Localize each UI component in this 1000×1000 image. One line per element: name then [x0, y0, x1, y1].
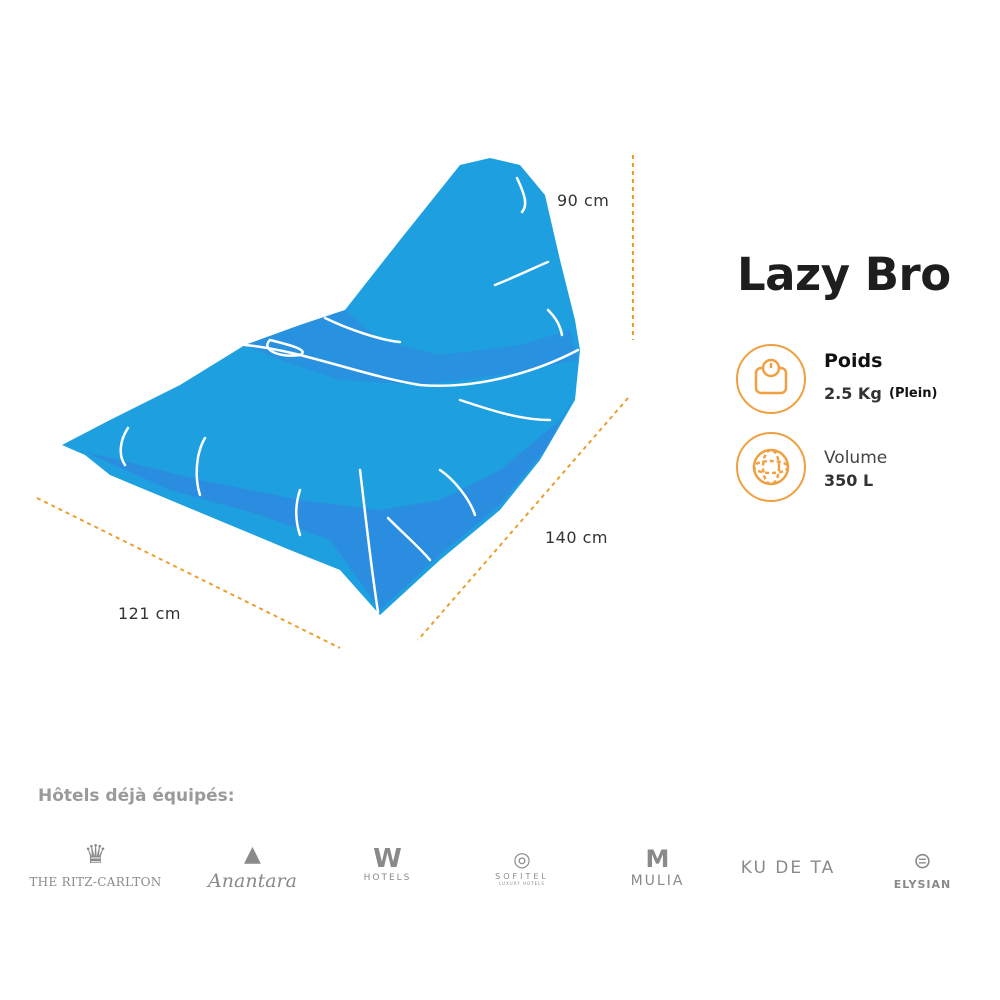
dimension-lines	[36, 155, 634, 649]
volume-value: 350 L	[824, 471, 874, 490]
volume-label: Volume	[824, 448, 888, 468]
mulia-emblem-icon: M	[645, 845, 670, 873]
weight-value: 2.5 Kg	[824, 384, 882, 403]
globe-icon	[736, 432, 806, 502]
ku-de-ta-logo: KU DE TA	[740, 858, 836, 878]
anantara-logo: ▲ Anantara	[195, 840, 310, 892]
weight-note: (Plein)	[889, 386, 938, 401]
lion-crest-icon: ♛	[83, 840, 108, 870]
length-dimension-line	[417, 397, 629, 641]
beanbag-seam-lines	[119, 176, 580, 614]
beanbag-shadow	[85, 395, 575, 610]
beanbag-body	[62, 158, 580, 615]
weight-label: Poids	[824, 350, 883, 372]
anantara-emblem-icon: ▲	[244, 842, 261, 867]
mulia-logo: M MULIA	[620, 845, 695, 889]
length-label: 140 cm	[545, 528, 609, 547]
w-hotels-logo: W HOTELS	[363, 844, 412, 883]
sofitel-logo: ◎ SOFITEL LUXURY HOTELS	[482, 846, 562, 886]
beanbag-illustration	[36, 155, 634, 649]
elysian-emblem-icon: ⊜	[913, 849, 932, 874]
hotels-title: Hôtels déjà équipés:	[38, 786, 235, 806]
sofitel-rings-icon: ◎	[513, 847, 531, 871]
width-dimension-line	[36, 497, 341, 649]
scale-icon	[736, 344, 806, 414]
elysian-logo: ⊜ ELYSIAN	[885, 846, 960, 891]
ritz-carlton-logo: ♛ THE RITZ-CARLTON	[18, 835, 173, 889]
beanbag-shadow-top	[245, 310, 578, 385]
height-label: 90 cm	[557, 191, 610, 210]
width-label: 121 cm	[118, 604, 182, 623]
product-title: Lazy Bro	[737, 248, 951, 301]
